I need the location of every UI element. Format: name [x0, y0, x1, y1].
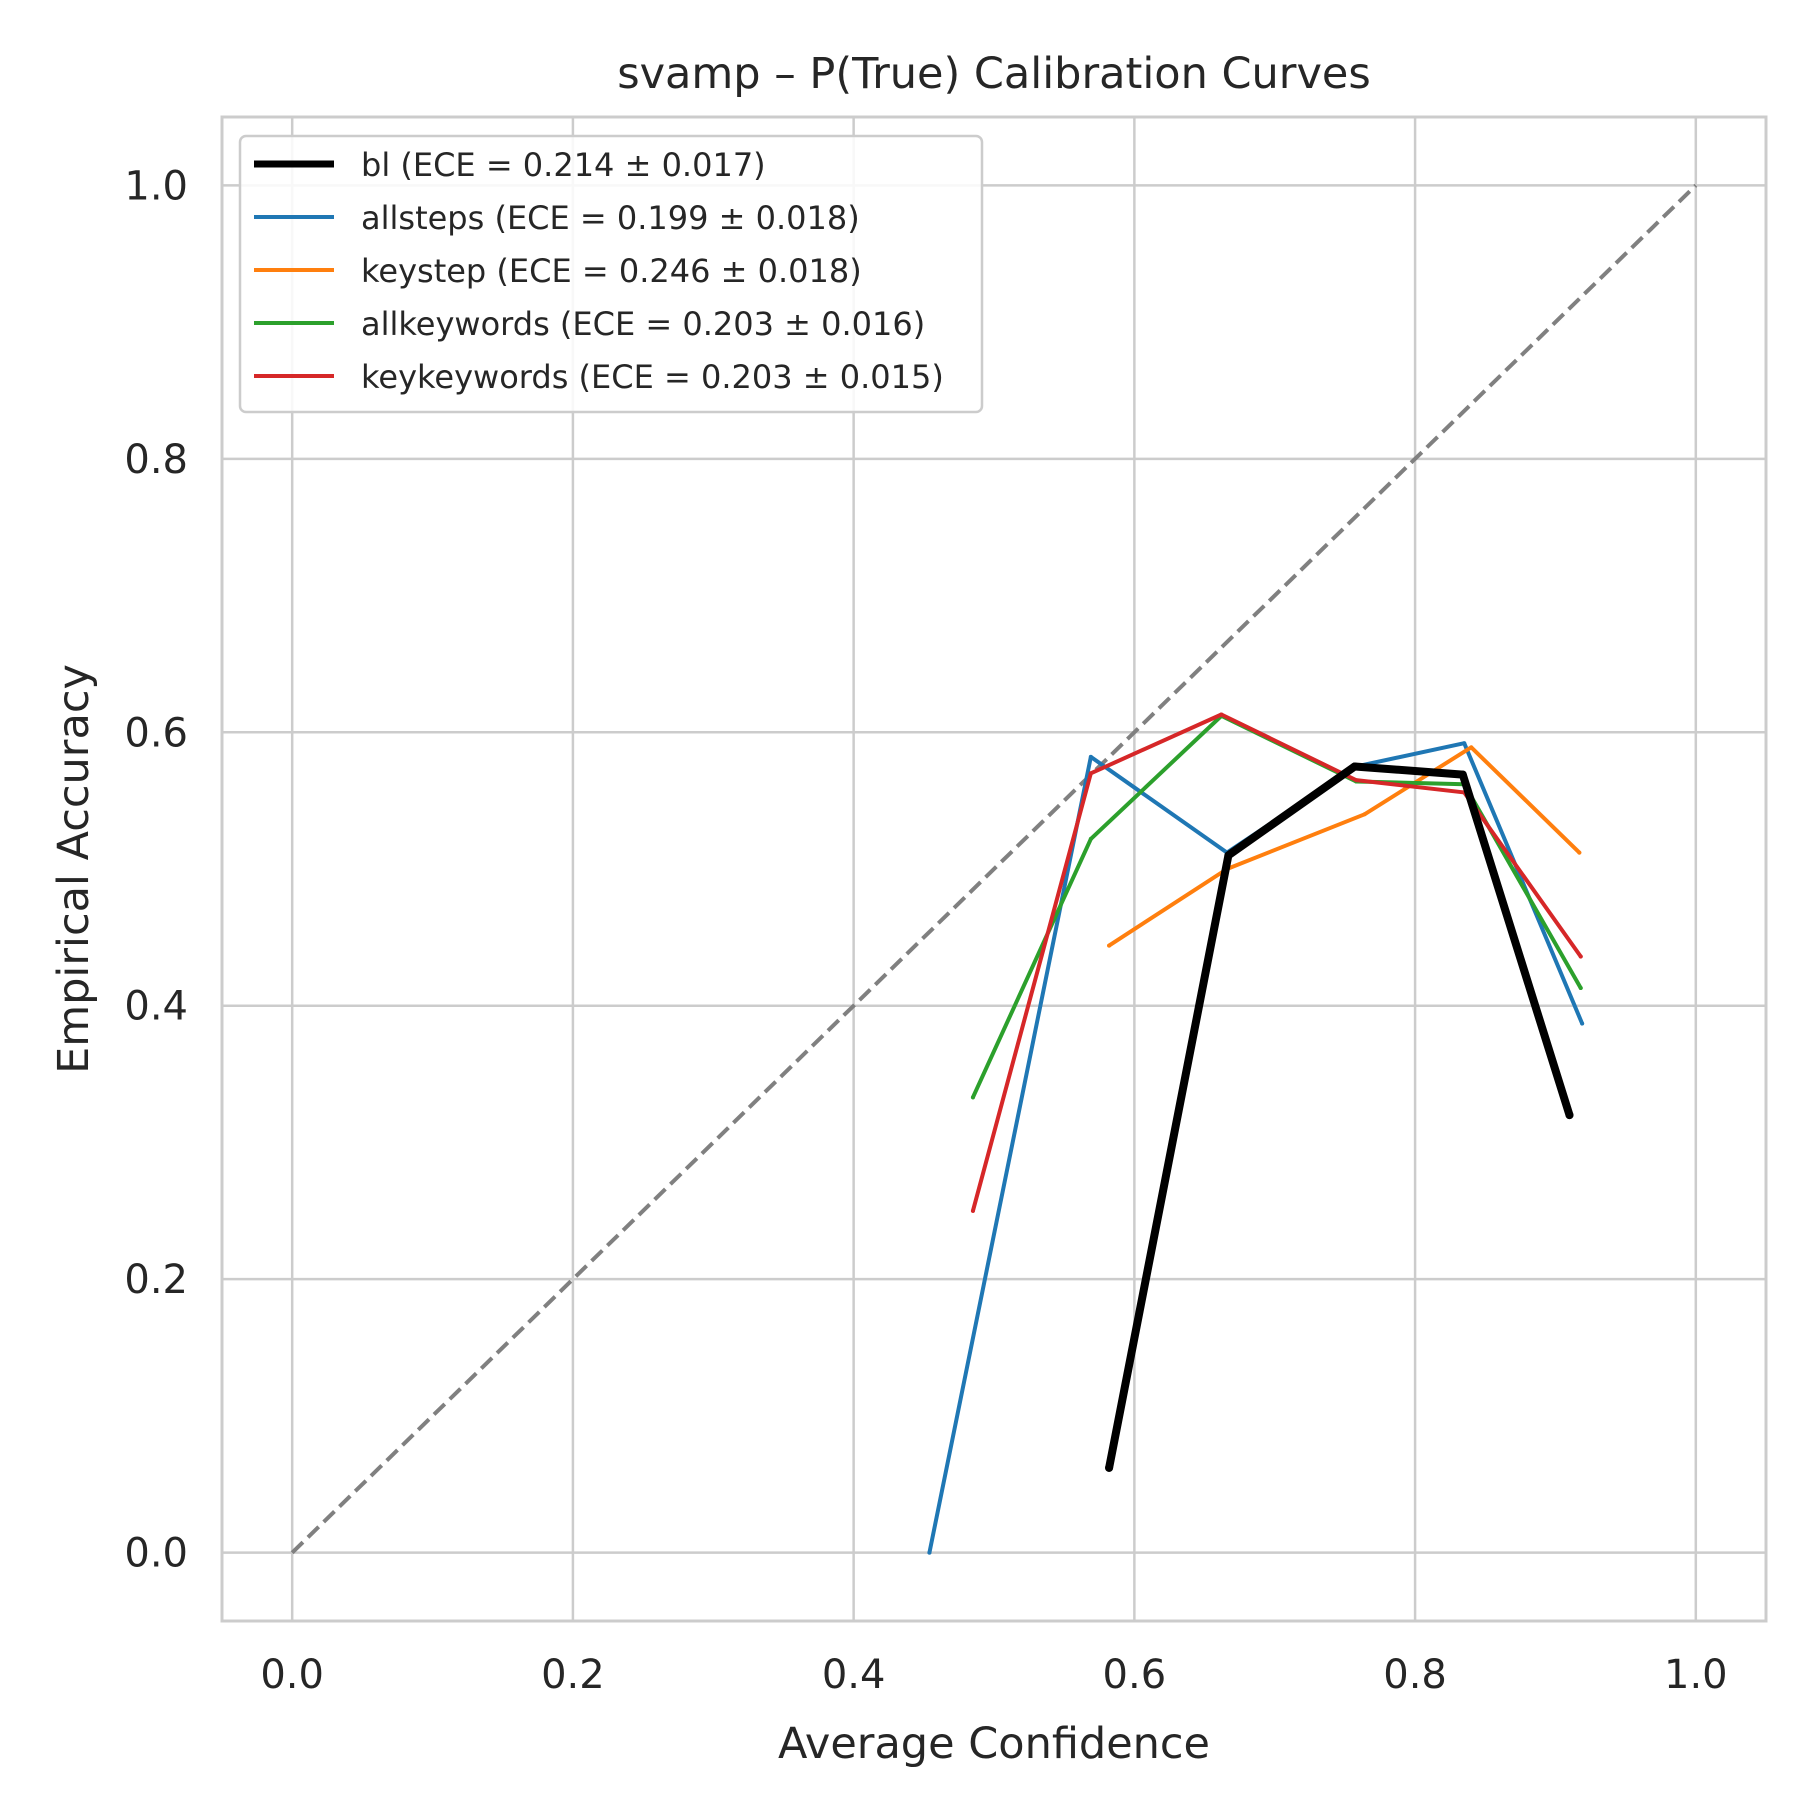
data-point-allkeywords — [1578, 985, 1583, 990]
data-point-bl — [1105, 1463, 1114, 1472]
series-bl — [1105, 762, 1574, 1472]
data-point-keykeywords — [1578, 954, 1583, 959]
data-point-keykeywords — [1219, 712, 1224, 717]
legend-item-allkeywords: allkeywords (ECE = 0.203 ± 0.016) — [254, 305, 925, 343]
legend-label: keystep (ECE = 0.246 ± 0.018) — [361, 252, 862, 290]
legend-box — [238, 134, 984, 414]
legend-item-bl: bl (ECE = 0.214 ± 0.017) — [254, 146, 766, 184]
x-axis-label: Average Confidence — [778, 1719, 1210, 1769]
data-point-keystep — [1362, 812, 1367, 817]
data-point-keystep — [1469, 745, 1474, 750]
legend-item-allsteps: allsteps (ECE = 0.199 ± 0.018) — [254, 199, 860, 237]
data-point-allkeywords — [970, 1095, 975, 1100]
data-point-allsteps — [1462, 741, 1467, 746]
y-tick-labels: 0.0 0.2 0.4 0.6 0.8 1.0 — [124, 163, 188, 1576]
x-tick-label: 0.0 — [260, 1652, 324, 1698]
data-point-allkeywords — [1088, 836, 1093, 841]
data-point-allsteps — [1088, 754, 1093, 759]
x-tick-label: 0.4 — [822, 1652, 886, 1698]
x-tick-label: 0.6 — [1103, 1652, 1167, 1698]
x-tick-label: 0.8 — [1383, 1652, 1447, 1698]
data-point-bl — [1458, 770, 1467, 779]
data-point-keystep — [1107, 943, 1112, 948]
plot-frame — [220, 115, 1768, 1623]
data-point-keykeywords — [970, 1208, 975, 1213]
x-tick-labels: 0.0 0.2 0.4 0.6 0.8 1.0 — [260, 1652, 1727, 1698]
data-point-bl — [1224, 851, 1233, 860]
data-point-allsteps — [1580, 1021, 1585, 1026]
data-point-keystep — [1577, 850, 1582, 855]
perfect-calibration-line — [290, 183, 1698, 1555]
data-point-keykeywords — [1354, 778, 1359, 783]
data-point-bl — [1350, 762, 1359, 771]
legend-item-keystep: keystep (ECE = 0.246 ± 0.018) — [254, 252, 862, 290]
y-tick-label: 0.0 — [124, 1531, 188, 1577]
y-tick-label: 0.2 — [124, 1257, 188, 1303]
x-tick-label: 0.2 — [541, 1652, 605, 1698]
series-layer — [927, 712, 1585, 1555]
data-point-keykeywords — [1088, 771, 1093, 776]
legend: bl (ECE = 0.214 ± 0.017) allsteps (ECE = … — [238, 134, 984, 414]
legend-label: bl (ECE = 0.214 ± 0.017) — [361, 146, 766, 184]
data-point-bl — [1565, 1111, 1574, 1120]
y-tick-label: 0.4 — [124, 984, 188, 1030]
y-tick-label: 0.8 — [124, 437, 188, 483]
legend-item-keykeywords: keykeywords (ECE = 0.203 ± 0.015) — [254, 358, 944, 396]
y-tick-label: 0.6 — [124, 710, 188, 756]
y-axis-label: Empirical Accuracy — [49, 664, 99, 1074]
chart-title: svamp – P(True) Calibration Curves — [617, 49, 1371, 99]
data-point-allsteps — [927, 1550, 932, 1555]
x-tick-label: 1.0 — [1664, 1652, 1728, 1698]
legend-label: allkeywords (ECE = 0.203 ± 0.016) — [361, 305, 925, 343]
series-line-keykeywords — [970, 712, 1583, 1213]
legend-label: keykeywords (ECE = 0.203 ± 0.015) — [361, 358, 944, 396]
y-tick-label: 1.0 — [124, 163, 188, 209]
legend-label: allsteps (ECE = 0.199 ± 0.018) — [361, 199, 860, 237]
